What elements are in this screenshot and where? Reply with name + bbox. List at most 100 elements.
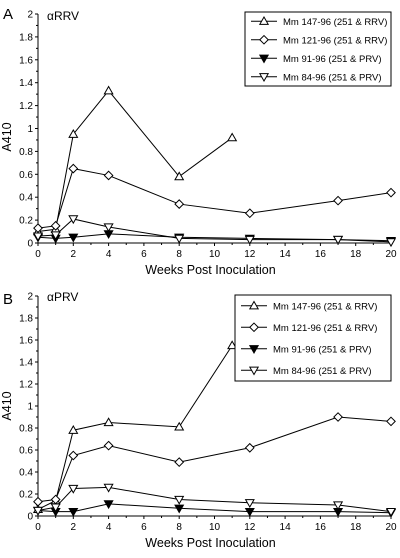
legend-marker	[258, 73, 270, 82]
legend-marker	[249, 322, 259, 333]
data-point	[227, 132, 238, 142]
x-tick-label: 10	[209, 249, 221, 260]
x-tick-label: 4	[106, 522, 112, 533]
legend-label: Mm 147-96 (251 & RRV)	[283, 17, 387, 28]
x-tick-label: 8	[176, 249, 182, 260]
x-tick-label: 16	[315, 522, 327, 533]
panel-label: B	[3, 291, 13, 308]
legend-marker	[258, 16, 270, 25]
y-tick-label: 1.8	[19, 314, 33, 325]
legend-item: Mm 91-96 (251 & PRV)	[241, 344, 372, 355]
data-point	[68, 424, 79, 434]
y-tick-label: 0	[27, 239, 33, 250]
data-point	[68, 233, 79, 243]
series-2	[33, 163, 396, 234]
legend-marker	[248, 366, 260, 376]
data-point	[103, 483, 114, 493]
y-axis-label: A410	[0, 122, 14, 151]
x-axis-label: Weeks Post Inoculation	[145, 263, 275, 277]
y-tick-label: 0.4	[19, 193, 33, 204]
x-tick-label: 12	[244, 249, 256, 260]
series-4	[32, 215, 397, 248]
x-tick-label: 4	[106, 249, 112, 260]
y-tick-label: 0.8	[19, 147, 33, 158]
data-point	[386, 416, 396, 427]
x-tick-label: 14	[280, 249, 292, 260]
series-line	[37, 167, 392, 229]
data-point	[68, 450, 79, 461]
data-point	[244, 442, 255, 453]
data-point	[174, 504, 185, 514]
data-point	[244, 208, 255, 219]
x-tick-label: 16	[315, 249, 327, 260]
x-tick-label: 14	[280, 522, 292, 533]
y-tick-label: 1.4	[19, 358, 33, 369]
legend: Mm 147-96 (251 & RRV) Mm 121-96 (251 & RR…	[244, 11, 392, 87]
x-tick-label: 8	[176, 522, 182, 533]
legend-label: Mm 91-96 (251 & PRV)	[273, 344, 372, 355]
x-tick-label: 20	[385, 249, 397, 260]
y-tick-label: 2	[27, 10, 33, 21]
data-point	[244, 235, 255, 245]
x-tick-label: 18	[350, 249, 362, 260]
series-line	[37, 345, 233, 510]
data-point	[386, 187, 396, 198]
legend-item: Mm 147-96 (251 & RRV)	[251, 16, 387, 28]
legend-label: Mm 147-96 (251 & RRV)	[273, 301, 377, 312]
data-point	[385, 238, 397, 248]
series-2	[33, 412, 396, 507]
data-point	[103, 417, 114, 427]
data-point	[50, 503, 61, 513]
legend-label: Mm 84-96 (251 & PRV)	[273, 366, 372, 377]
x-tick-label: 20	[385, 522, 397, 533]
data-point	[174, 421, 185, 431]
y-tick-label: 0.8	[19, 424, 33, 435]
x-axis-label: Weeks Post Inoculation	[145, 536, 275, 550]
panel-label: A	[3, 6, 13, 23]
legend-item: Mm 121-96 (251 & RRV)	[241, 322, 377, 334]
data-point	[244, 507, 255, 517]
data-point	[68, 215, 79, 225]
legend-marker	[248, 345, 260, 354]
x-tick-label: 10	[209, 522, 221, 533]
data-point	[33, 496, 43, 507]
data-point	[68, 163, 79, 174]
data-point	[174, 199, 185, 209]
chart-title: αPRV	[47, 290, 78, 304]
legend-item: Mm 147-96 (251 & RRV)	[241, 300, 377, 312]
series-line	[37, 416, 392, 503]
data-point	[227, 340, 238, 350]
data-point	[332, 235, 344, 245]
y-tick-label: 0.6	[19, 446, 33, 457]
series-1	[32, 340, 238, 514]
x-tick-label: 6	[141, 522, 147, 533]
x-tick-label: 18	[350, 522, 362, 533]
legend-item: Mm 121-96 (251 & RRV)	[251, 34, 387, 46]
data-point	[332, 501, 344, 511]
x-tick-label: 0	[35, 249, 41, 260]
legend-item: Mm 84-96 (251 & PRV)	[241, 366, 372, 377]
x-tick-label: 12	[244, 522, 256, 533]
legend-label: Mm 84-96 (251 & PRV)	[283, 72, 382, 83]
legend: Mm 147-96 (251 & RRV) Mm 121-96 (251 & RR…	[234, 294, 392, 382]
data-point	[174, 457, 185, 468]
series-4	[32, 483, 397, 517]
data-point	[32, 506, 44, 516]
legend-marker	[259, 34, 269, 45]
data-point	[244, 499, 255, 509]
data-point	[103, 500, 114, 510]
y-tick-label: 1.8	[19, 32, 33, 43]
data-point	[333, 412, 343, 422]
data-point	[174, 234, 185, 244]
y-tick-label: 1.6	[19, 55, 33, 66]
legend-label: Mm 91-96 (251 & PRV)	[283, 54, 382, 65]
y-tick-label: 0.6	[19, 170, 33, 181]
y-tick-label: 1	[27, 124, 33, 135]
y-tick-label: 0	[27, 512, 33, 523]
data-point	[33, 223, 43, 234]
data-point	[32, 232, 44, 242]
legend-label: Mm 121-96 (251 & RRV)	[283, 35, 387, 46]
x-tick-label: 0	[35, 522, 41, 533]
data-point	[103, 223, 114, 233]
